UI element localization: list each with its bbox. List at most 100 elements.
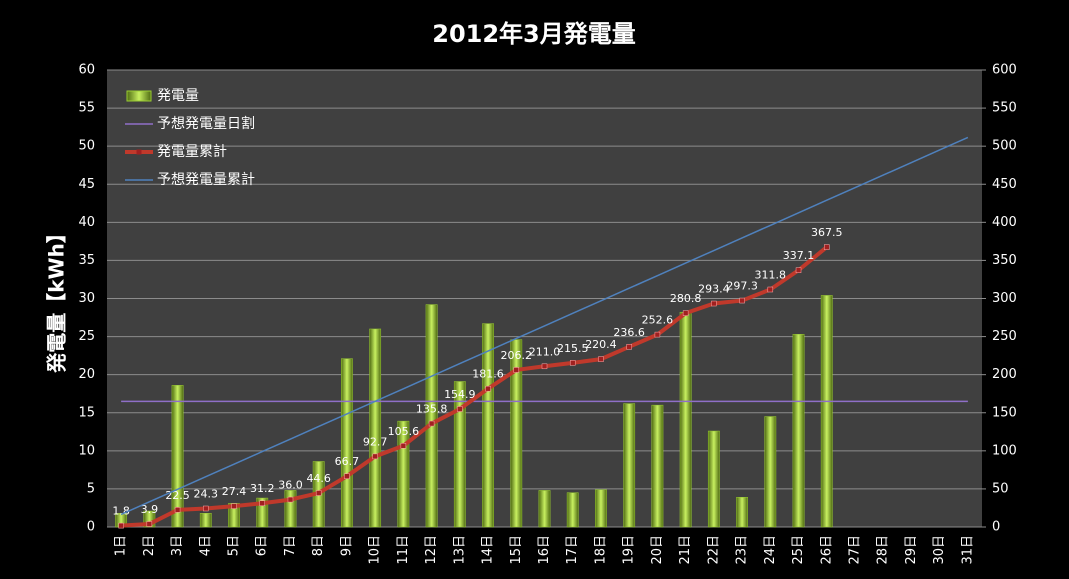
data-label: 293.4 — [698, 283, 730, 296]
y2-tick-label: 500 — [992, 139, 1017, 154]
data-label: 1.8 — [112, 505, 130, 518]
y2-tick-label: 200 — [992, 367, 1017, 382]
legend-swatch — [126, 90, 152, 102]
x-tick-label: 9日 — [339, 535, 354, 556]
bar — [538, 490, 551, 528]
data-label: 211.0 — [529, 345, 561, 358]
data-label: 24.3 — [194, 487, 219, 500]
y-tick-label: 0 — [87, 520, 95, 535]
y2-tick-label: 50 — [992, 481, 1009, 496]
marker — [767, 286, 774, 293]
marker — [457, 406, 463, 412]
y2-tick-label: 400 — [992, 215, 1017, 230]
bar — [651, 404, 664, 528]
data-label: 105.6 — [388, 425, 420, 438]
y2-tick-label: 550 — [992, 101, 1017, 116]
legend-label: 発電量 — [157, 88, 199, 104]
x-tick-label: 14日 — [481, 535, 496, 565]
y-tick-label: 55 — [78, 101, 95, 116]
y-tick-label: 10 — [78, 443, 95, 458]
marker — [174, 507, 181, 513]
legend-label: 予想発電量日割 — [157, 115, 255, 132]
y2-tick-label: 350 — [992, 253, 1017, 268]
y2-tick-label: 100 — [992, 443, 1017, 458]
data-label: 31.2 — [250, 482, 275, 495]
data-label: 27.4 — [222, 485, 247, 498]
data-label: 311.8 — [755, 269, 787, 282]
x-tick-label: 13日 — [452, 535, 467, 565]
marker — [654, 331, 661, 338]
marker — [739, 297, 745, 304]
bar — [369, 328, 382, 528]
marker — [428, 420, 435, 427]
x-tick-label: 27日 — [847, 535, 862, 565]
data-label: 280.8 — [670, 292, 702, 305]
marker — [626, 344, 632, 350]
x-tick-label: 18日 — [593, 535, 608, 565]
marker — [541, 363, 548, 370]
marker — [344, 473, 350, 479]
bar — [510, 339, 523, 528]
data-label: 297.3 — [726, 280, 758, 293]
y2-tick-label: 600 — [992, 63, 1017, 78]
y-tick-label: 15 — [78, 405, 95, 420]
y-tick-label: 60 — [78, 63, 95, 78]
marker — [598, 356, 604, 362]
data-label: 154.9 — [444, 388, 476, 401]
y2-tick-label: 300 — [992, 291, 1017, 306]
marker — [203, 505, 209, 512]
marker — [795, 267, 802, 273]
x-tick-label: 7日 — [283, 535, 298, 556]
bar — [453, 381, 466, 528]
y-tick-label: 30 — [78, 291, 95, 306]
bar — [820, 295, 833, 528]
data-label: 236.6 — [613, 326, 645, 339]
data-label: 36.0 — [278, 479, 303, 492]
x-tick-label: 19日 — [622, 535, 637, 565]
x-tick-label: 3日 — [170, 535, 185, 556]
x-tick-label: 8日 — [311, 535, 326, 556]
data-label: 367.5 — [811, 226, 843, 239]
x-tick-label: 11日 — [396, 535, 411, 565]
bar — [566, 492, 579, 528]
marker — [485, 385, 491, 392]
data-label: 337.1 — [783, 249, 815, 262]
bar — [482, 323, 494, 528]
data-label: 44.6 — [306, 472, 331, 485]
y2-tick-label: 150 — [992, 405, 1017, 420]
x-tick-label: 26日 — [819, 535, 834, 565]
y-tick-label: 40 — [78, 215, 95, 230]
y-tick-label: 35 — [78, 253, 95, 268]
marker — [372, 453, 378, 460]
x-tick-label: 20日 — [650, 535, 665, 565]
x-tick-label: 28日 — [876, 535, 891, 565]
data-label: 252.6 — [642, 314, 674, 327]
y-tick-label: 5 — [87, 481, 95, 496]
x-tick-label: 10日 — [368, 535, 383, 565]
x-tick-label: 15日 — [509, 535, 524, 565]
x-tick-label: 22日 — [706, 535, 721, 565]
marker — [682, 310, 689, 316]
y-axis-label: 発電量【kWh】 — [45, 223, 69, 374]
data-label: 220.4 — [585, 338, 617, 351]
x-tick-label: 21日 — [678, 535, 693, 565]
bar — [341, 358, 353, 528]
marker — [400, 443, 407, 449]
bar — [425, 304, 438, 528]
x-tick-label: 17日 — [565, 535, 580, 565]
data-label: 92.7 — [363, 435, 388, 448]
y-tick-label: 45 — [78, 177, 95, 192]
line — [120, 245, 829, 528]
bar — [792, 334, 805, 528]
bar — [679, 311, 692, 528]
marker — [146, 521, 153, 527]
x-tick-label: 5日 — [227, 535, 242, 556]
x-tick-label: 29日 — [904, 535, 919, 565]
y-tick-label: 20 — [78, 367, 95, 382]
y2-tick-label: 0 — [992, 520, 1000, 535]
data-label: 22.5 — [165, 489, 190, 502]
bar — [171, 385, 184, 528]
x-tick-label: 30日 — [932, 535, 947, 565]
marker — [824, 244, 830, 250]
